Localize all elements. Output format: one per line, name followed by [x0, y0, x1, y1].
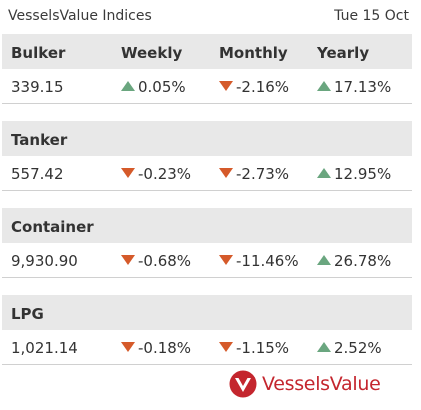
widget-date: Tue 15 Oct: [334, 8, 409, 24]
section-name: Container: [11, 218, 94, 236]
index-section-lpg: LPG 1,021.14 -0.18% -1.15% 2.52%: [2, 295, 412, 365]
section-row: 557.42 -0.23% -2.73% 12.95%: [2, 156, 412, 191]
monthly-change: -1.15%: [219, 339, 289, 357]
weekly-change: -0.68%: [121, 252, 191, 270]
down-arrow-icon: [219, 80, 233, 91]
section-name: LPG: [11, 305, 44, 323]
widget-title: VesselsValue Indices: [8, 8, 152, 24]
section-row: 9,930.90 -0.68% -11.46% 26.78%: [2, 243, 412, 278]
vesselsvalue-logo-icon: [229, 370, 257, 398]
widget-header: VesselsValue Indices Tue 15 Oct: [0, 0, 421, 32]
down-arrow-icon: [219, 254, 233, 265]
logo-text: VesselsValue: [262, 373, 381, 395]
down-arrow-icon: [121, 341, 135, 352]
index-section-bulker: Bulker Weekly Monthly Yearly 339.15 0.05…: [2, 34, 412, 104]
down-arrow-icon: [219, 341, 233, 352]
section-header: LPG: [2, 295, 412, 330]
index-section-container: Container 9,930.90 -0.68% -11.46% 26.78%: [2, 208, 412, 278]
weekly-change: 0.05%: [121, 78, 186, 96]
up-arrow-icon: [317, 80, 331, 91]
weekly-change: -0.23%: [121, 165, 191, 183]
down-arrow-icon: [219, 167, 233, 178]
yearly-change: 12.95%: [317, 165, 391, 183]
yearly-change: 2.52%: [317, 339, 382, 357]
yearly-change: 26.78%: [317, 252, 391, 270]
section-row: 339.15 0.05% -2.16% 17.13%: [2, 69, 412, 104]
section-header: Container: [2, 208, 412, 243]
monthly-change: -2.16%: [219, 78, 289, 96]
up-arrow-icon: [317, 341, 331, 352]
index-value: 339.15: [11, 78, 64, 96]
monthly-change: -2.73%: [219, 165, 289, 183]
weekly-change: -0.18%: [121, 339, 191, 357]
down-arrow-icon: [121, 254, 135, 265]
monthly-change: -11.46%: [219, 252, 299, 270]
section-header: Bulker Weekly Monthly Yearly: [2, 34, 412, 69]
column-weekly: Weekly: [121, 44, 183, 62]
yearly-change: 17.13%: [317, 78, 391, 96]
down-arrow-icon: [121, 167, 135, 178]
column-yearly: Yearly: [317, 44, 370, 62]
index-value: 557.42: [11, 165, 64, 183]
index-value: 1,021.14: [11, 339, 78, 357]
section-row: 1,021.14 -0.18% -1.15% 2.52%: [2, 330, 412, 365]
up-arrow-icon: [121, 80, 135, 91]
up-arrow-icon: [317, 167, 331, 178]
column-monthly: Monthly: [219, 44, 288, 62]
section-name: Tanker: [11, 131, 68, 149]
up-arrow-icon: [317, 254, 331, 265]
vesselsvalue-logo[interactable]: VesselsValue: [229, 370, 381, 398]
index-section-tanker: Tanker 557.42 -0.23% -2.73% 12.95%: [2, 121, 412, 191]
section-name: Bulker: [11, 44, 66, 62]
index-value: 9,930.90: [11, 252, 78, 270]
section-header: Tanker: [2, 121, 412, 156]
